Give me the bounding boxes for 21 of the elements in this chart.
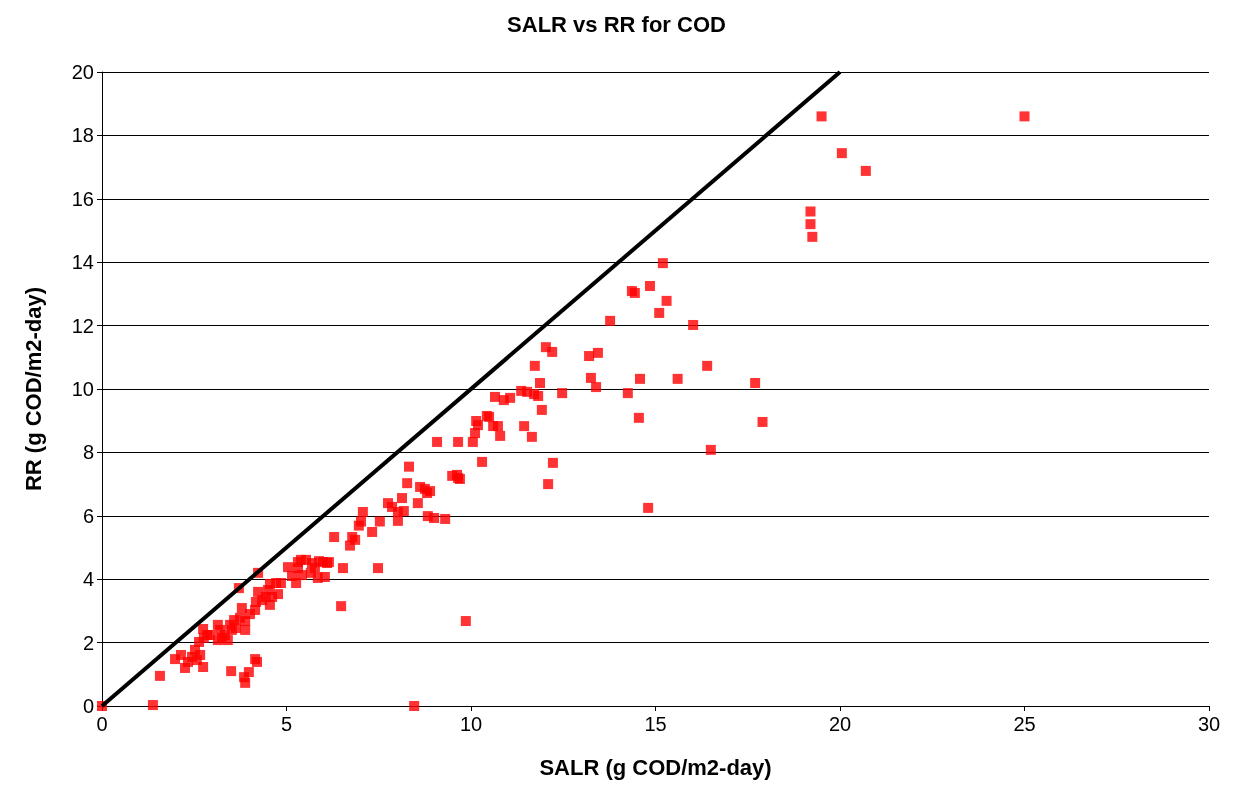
- y-tick-label: 4: [82, 568, 94, 591]
- y-axis-title: RR (g COD/m2-day): [20, 286, 46, 492]
- x-tick-label: 5: [280, 713, 293, 735]
- x-tick-label: 0: [96, 713, 108, 735]
- y-tick-label: 10: [71, 378, 94, 400]
- x-axis-title: SALR (g COD/m2-day): [539, 754, 772, 780]
- chart-title: SALR vs RR for COD: [507, 11, 726, 37]
- y-tick-label: 14: [71, 251, 94, 274]
- y-tick-label: 6: [82, 504, 94, 527]
- x-tick-label: 20: [828, 713, 852, 735]
- y-tick-label: 16: [71, 187, 94, 210]
- x-tick-label: 30: [1197, 713, 1221, 735]
- x-tick-label: 25: [1013, 713, 1036, 735]
- y-tick-label: 20: [71, 61, 94, 83]
- y-tick-label: 18: [71, 124, 94, 147]
- y-tick-label: 2: [82, 631, 94, 654]
- x-tick-label: 15: [644, 713, 667, 735]
- x-tick-label: 10: [459, 713, 483, 735]
- y-tick-label: 8: [82, 441, 94, 464]
- y-tick-label: 12: [71, 314, 94, 337]
- y-tick-label: 0: [82, 695, 94, 717]
